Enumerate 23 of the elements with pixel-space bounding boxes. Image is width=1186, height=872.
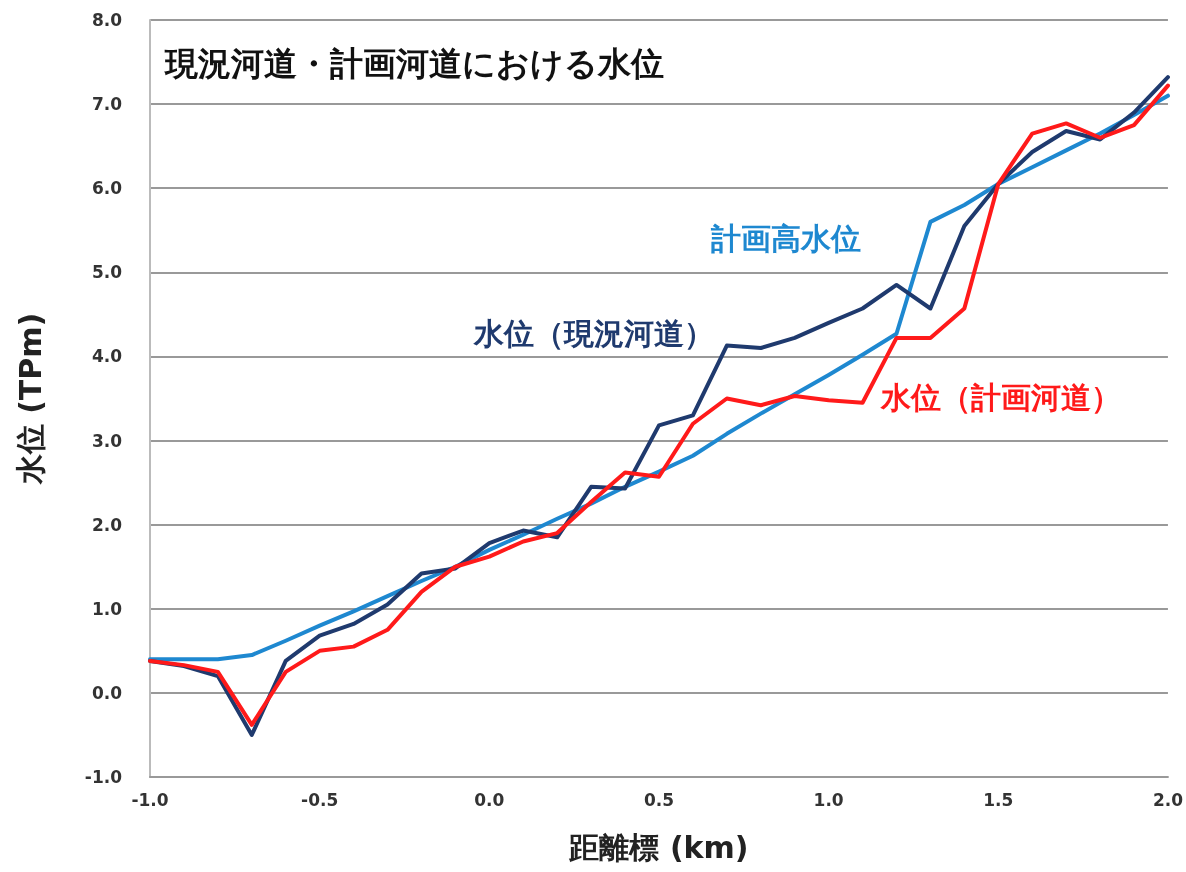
y-tick-label: 7.0 xyxy=(91,94,123,115)
y-tick-label: 3.0 xyxy=(91,430,123,451)
x-tick-label: -0.5 xyxy=(301,789,339,810)
y-tick-label: 4.0 xyxy=(91,346,123,367)
text: 現況河道・計画河道における水位 xyxy=(164,44,664,83)
series-label: 計画高水位 xyxy=(710,221,862,257)
x-axis-title: 距離標 (km) xyxy=(568,829,749,865)
y-tick-label: 8.0 xyxy=(91,10,123,30)
y-tick-label: -1.0 xyxy=(84,767,123,787)
x-tick-label: 2.0 xyxy=(1152,789,1184,810)
x-tick-label: 1.0 xyxy=(813,789,844,810)
y-tick-label: 0.0 xyxy=(91,682,123,703)
y-tick-label: 1.0 xyxy=(91,598,123,619)
y-tick-label: 6.0 xyxy=(91,178,123,199)
x-tick-label: 1.5 xyxy=(983,789,1014,810)
y-axis-title: 水位 (TPm) xyxy=(12,312,48,486)
y-tick-label: 2.0 xyxy=(91,514,123,535)
y-tick-label: 5.0 xyxy=(91,262,123,283)
x-tick-label: 0.5 xyxy=(643,789,675,810)
series-label: 水位（計画河道） xyxy=(880,380,1122,416)
x-tick-label: -1.0 xyxy=(131,789,169,810)
x-tick-label: 0.0 xyxy=(474,789,505,810)
series-label: 水位（現況河道） xyxy=(472,316,714,352)
